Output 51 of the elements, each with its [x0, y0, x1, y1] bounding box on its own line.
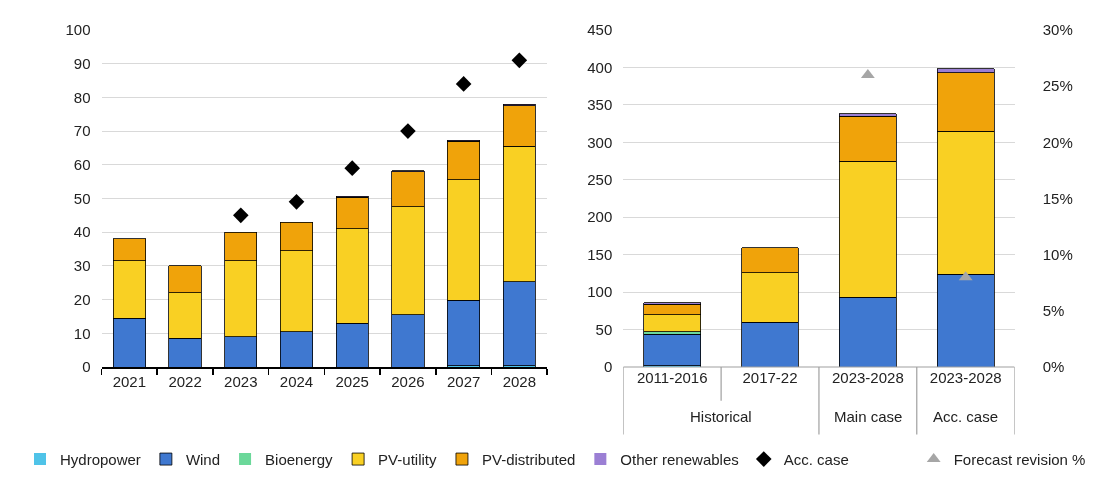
y-tick-label: 90 [73, 54, 91, 72]
text: Acc. case [933, 408, 999, 425]
y2-tick-label: 10% [1042, 245, 1073, 263]
y-tick-label: 70 [73, 122, 91, 140]
y-tick-label: 10 [73, 324, 91, 342]
x-tick-label: 2028 [502, 372, 537, 390]
y-tick-label: 40 [73, 223, 91, 241]
text: Historical [690, 408, 752, 425]
legend-label: PV-utility [378, 450, 437, 468]
y-tick-label: 300 [587, 133, 613, 151]
y-tick-label: 100 [65, 21, 91, 39]
legend-label: Other renewables [620, 450, 739, 468]
y-tick-label: 0 [603, 358, 613, 376]
y-tick-label: 450 [587, 21, 613, 39]
x-tick-label: 2022 [168, 372, 202, 390]
y-tick-label: 60 [73, 156, 91, 174]
y-tick-label: 0 [82, 358, 91, 376]
y-tick-label: 50 [73, 189, 91, 207]
legend-label: Acc. case [783, 450, 849, 468]
y-tick-label: 50 [595, 320, 613, 338]
y-tick-label: 20 [73, 290, 91, 308]
x-tick-label: 2025 [335, 372, 369, 390]
y2-tick-label: 5% [1042, 302, 1065, 320]
x-tick-label: 2023 [224, 372, 258, 390]
legend-label: Bioenergy [265, 450, 334, 468]
y-tick-label: 100 [587, 283, 613, 301]
y-tick-label: 150 [587, 245, 613, 263]
x-tick-label: 2023-2028 [929, 369, 1002, 386]
y-tick-label: 400 [587, 58, 613, 76]
y-tick-label: 80 [73, 88, 91, 106]
legend-label: PV-distributed [481, 450, 576, 468]
text: Main case [834, 408, 903, 425]
x-tick-label: 2027 [446, 372, 481, 390]
y2-tick-label: 15% [1042, 189, 1073, 207]
x-tick-label: 2024 [279, 372, 314, 390]
x-tick-label: 2023-2028 [832, 369, 904, 386]
y-tick-label: 250 [587, 171, 613, 189]
x-tick-label: 2011-2016 [636, 369, 708, 386]
x-tick-label: 2017-22 [742, 369, 798, 386]
x-tick-label: 2026 [391, 372, 425, 390]
y2-tick-label: 20% [1042, 133, 1073, 151]
y2-tick-label: 30% [1042, 21, 1073, 39]
y2-tick-label: 25% [1042, 77, 1073, 95]
y-tick-label: 200 [587, 208, 613, 226]
y2-tick-label: 0% [1042, 358, 1065, 376]
y-tick-label: 30 [73, 257, 91, 275]
legend-label: Forecast revision % [953, 450, 1086, 468]
legend-label: Hydropower [60, 450, 141, 468]
y-tick-label: 350 [587, 96, 613, 114]
x-tick-label: 2021 [112, 372, 147, 390]
legend-label: Wind [185, 450, 221, 468]
